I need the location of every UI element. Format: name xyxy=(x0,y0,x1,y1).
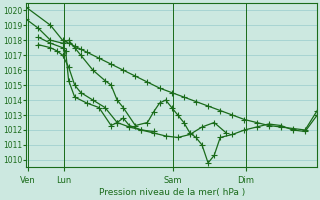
X-axis label: Pression niveau de la mer( hPa ): Pression niveau de la mer( hPa ) xyxy=(99,188,245,197)
